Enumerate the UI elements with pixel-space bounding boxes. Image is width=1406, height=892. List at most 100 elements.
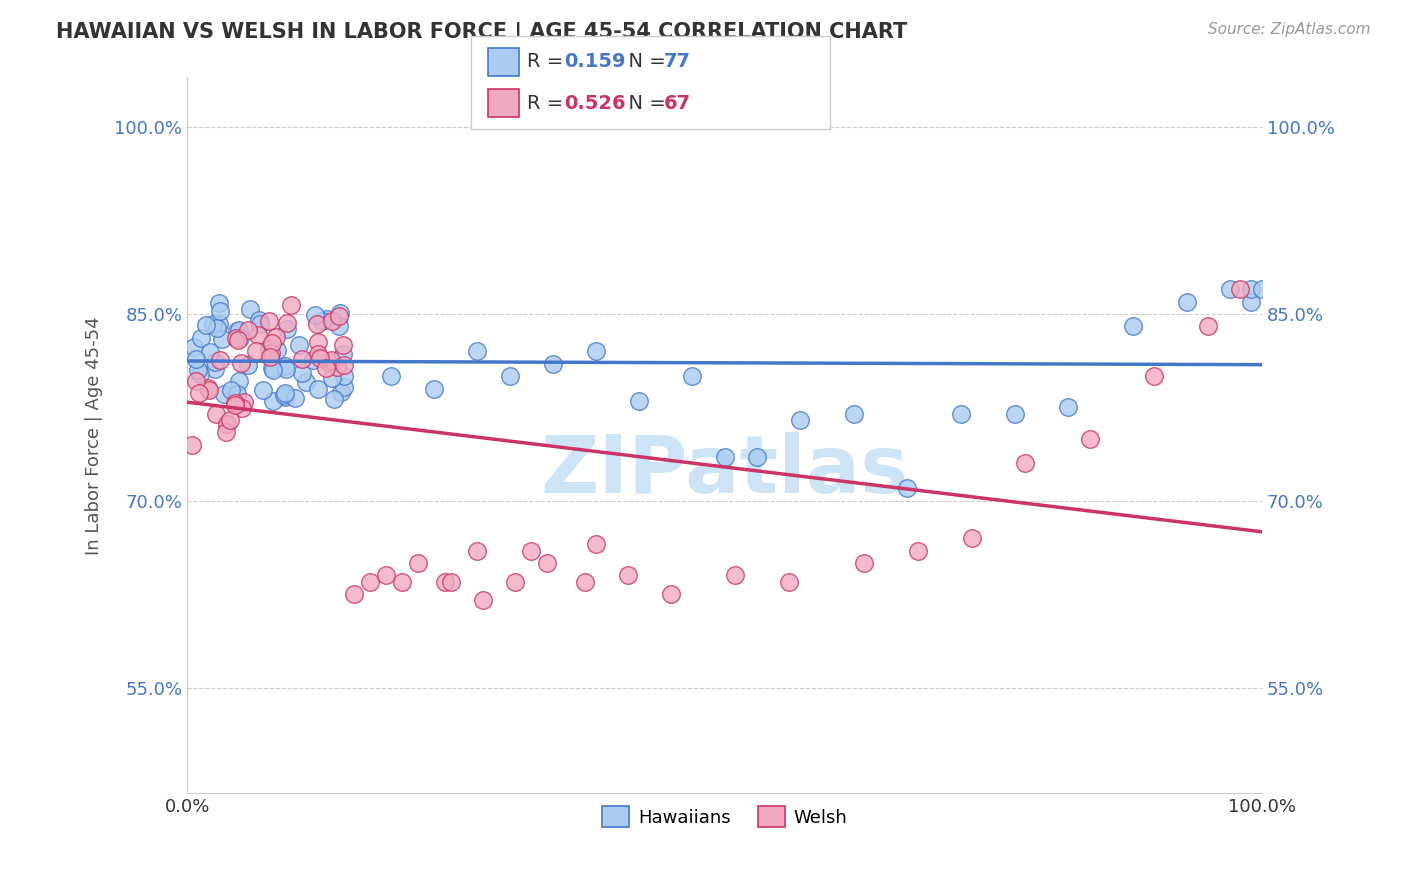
Point	[276, 317, 298, 331]
Point	[659, 587, 682, 601]
Point	[207, 321, 229, 335]
Point	[295, 375, 318, 389]
Point	[423, 382, 446, 396]
Point	[1240, 282, 1263, 296]
Point	[232, 395, 254, 409]
Point	[467, 543, 489, 558]
Point	[211, 332, 233, 346]
Text: R =: R =	[527, 53, 569, 71]
Text: Source: ZipAtlas.com: Source: ZipAtlas.com	[1208, 22, 1371, 37]
Point	[853, 556, 876, 570]
Point	[498, 369, 520, 384]
Point	[302, 353, 325, 368]
Point	[745, 450, 768, 465]
Point	[204, 361, 226, 376]
Point	[260, 361, 283, 376]
Point	[204, 355, 226, 369]
Point	[408, 556, 430, 570]
Point	[1014, 457, 1036, 471]
Point	[224, 398, 246, 412]
Point	[228, 375, 250, 389]
Point	[536, 556, 558, 570]
Point	[316, 311, 339, 326]
Point	[391, 574, 413, 589]
Point	[180, 438, 202, 452]
Point	[316, 354, 339, 368]
Point	[229, 331, 252, 345]
Point	[238, 359, 260, 373]
Point	[197, 381, 219, 395]
Point	[332, 380, 354, 394]
Point	[439, 574, 461, 589]
Point	[208, 296, 231, 310]
Point	[284, 391, 307, 405]
Point	[228, 323, 250, 337]
Point	[323, 392, 346, 406]
Text: R =: R =	[527, 94, 569, 112]
Point	[315, 360, 337, 375]
Point	[1229, 282, 1251, 296]
Point	[328, 309, 350, 323]
Point	[1078, 432, 1101, 446]
Point	[380, 369, 402, 384]
Point	[950, 407, 973, 421]
Point	[274, 386, 297, 401]
Point	[198, 383, 221, 397]
Point	[585, 537, 607, 551]
Point	[467, 344, 489, 359]
Legend: Hawaiians, Welsh: Hawaiians, Welsh	[595, 799, 855, 834]
Point	[359, 574, 381, 589]
Point	[291, 366, 314, 380]
Point	[274, 390, 297, 404]
Point	[307, 347, 329, 361]
Point	[1175, 294, 1198, 309]
Point	[1004, 407, 1026, 421]
Point	[332, 347, 354, 361]
Point	[343, 587, 366, 601]
Point	[215, 417, 238, 431]
Point	[1143, 369, 1166, 384]
Text: ZIPatlas: ZIPatlas	[540, 433, 908, 510]
Point	[789, 413, 811, 427]
Point	[262, 363, 284, 377]
Point	[225, 386, 247, 401]
Point	[329, 306, 352, 320]
Point	[249, 318, 271, 332]
Point	[205, 407, 228, 421]
Point	[259, 351, 281, 365]
Point	[188, 367, 211, 381]
Point	[842, 407, 865, 421]
Point	[231, 401, 253, 416]
Point	[907, 543, 929, 558]
Text: 77: 77	[664, 53, 690, 71]
Point	[280, 298, 302, 312]
Point	[246, 328, 269, 343]
Text: 0.159: 0.159	[564, 53, 626, 71]
Point	[332, 338, 354, 352]
Point	[260, 346, 283, 360]
Point	[287, 338, 309, 352]
Point	[308, 351, 330, 365]
Point	[229, 356, 252, 370]
Point	[329, 385, 352, 400]
Point	[225, 324, 247, 338]
Point	[1219, 282, 1241, 296]
Point	[681, 369, 703, 384]
Point	[184, 351, 207, 366]
Point	[434, 574, 457, 589]
Point	[187, 386, 209, 401]
Point	[239, 302, 262, 317]
Point	[724, 568, 747, 582]
Point	[273, 388, 295, 402]
Point	[262, 393, 284, 408]
Point	[471, 593, 494, 607]
Point	[321, 353, 343, 368]
Point	[201, 318, 224, 332]
Point	[627, 394, 650, 409]
Point	[321, 371, 343, 385]
Point	[520, 543, 543, 558]
Point	[274, 359, 297, 373]
Point	[1197, 319, 1219, 334]
Point	[778, 574, 800, 589]
Point	[276, 321, 298, 335]
